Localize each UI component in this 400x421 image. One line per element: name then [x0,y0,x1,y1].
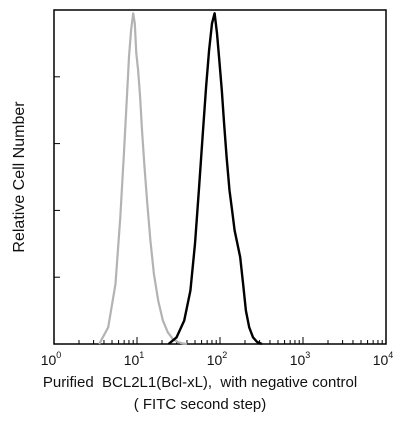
negative-control-histogram [98,12,188,346]
x-tick-label: 103 [290,350,311,368]
x-axis-label-line-1: Purified BCL2L1(Bcl-xL), with negative c… [42,374,358,391]
x-tick-label: 100 [41,350,62,368]
x-axis-label-line-2: ( FITC second step) [133,396,267,413]
x-axis-ticks [53,337,387,344]
x-tick-label: 101 [124,350,145,368]
histogram-chart: 100 101 102 103 104 Relative Cell Number [11,9,394,368]
series-layer [98,12,263,346]
y-axis-ticks [54,9,60,345]
x-tick-label: 102 [207,350,228,368]
x-tick-label: 104 [373,350,394,368]
bcl2l1-histogram [167,12,263,346]
x-axis-tick-labels: 100 101 102 103 104 [41,350,394,368]
y-axis-label: Relative Cell Number [11,101,28,253]
